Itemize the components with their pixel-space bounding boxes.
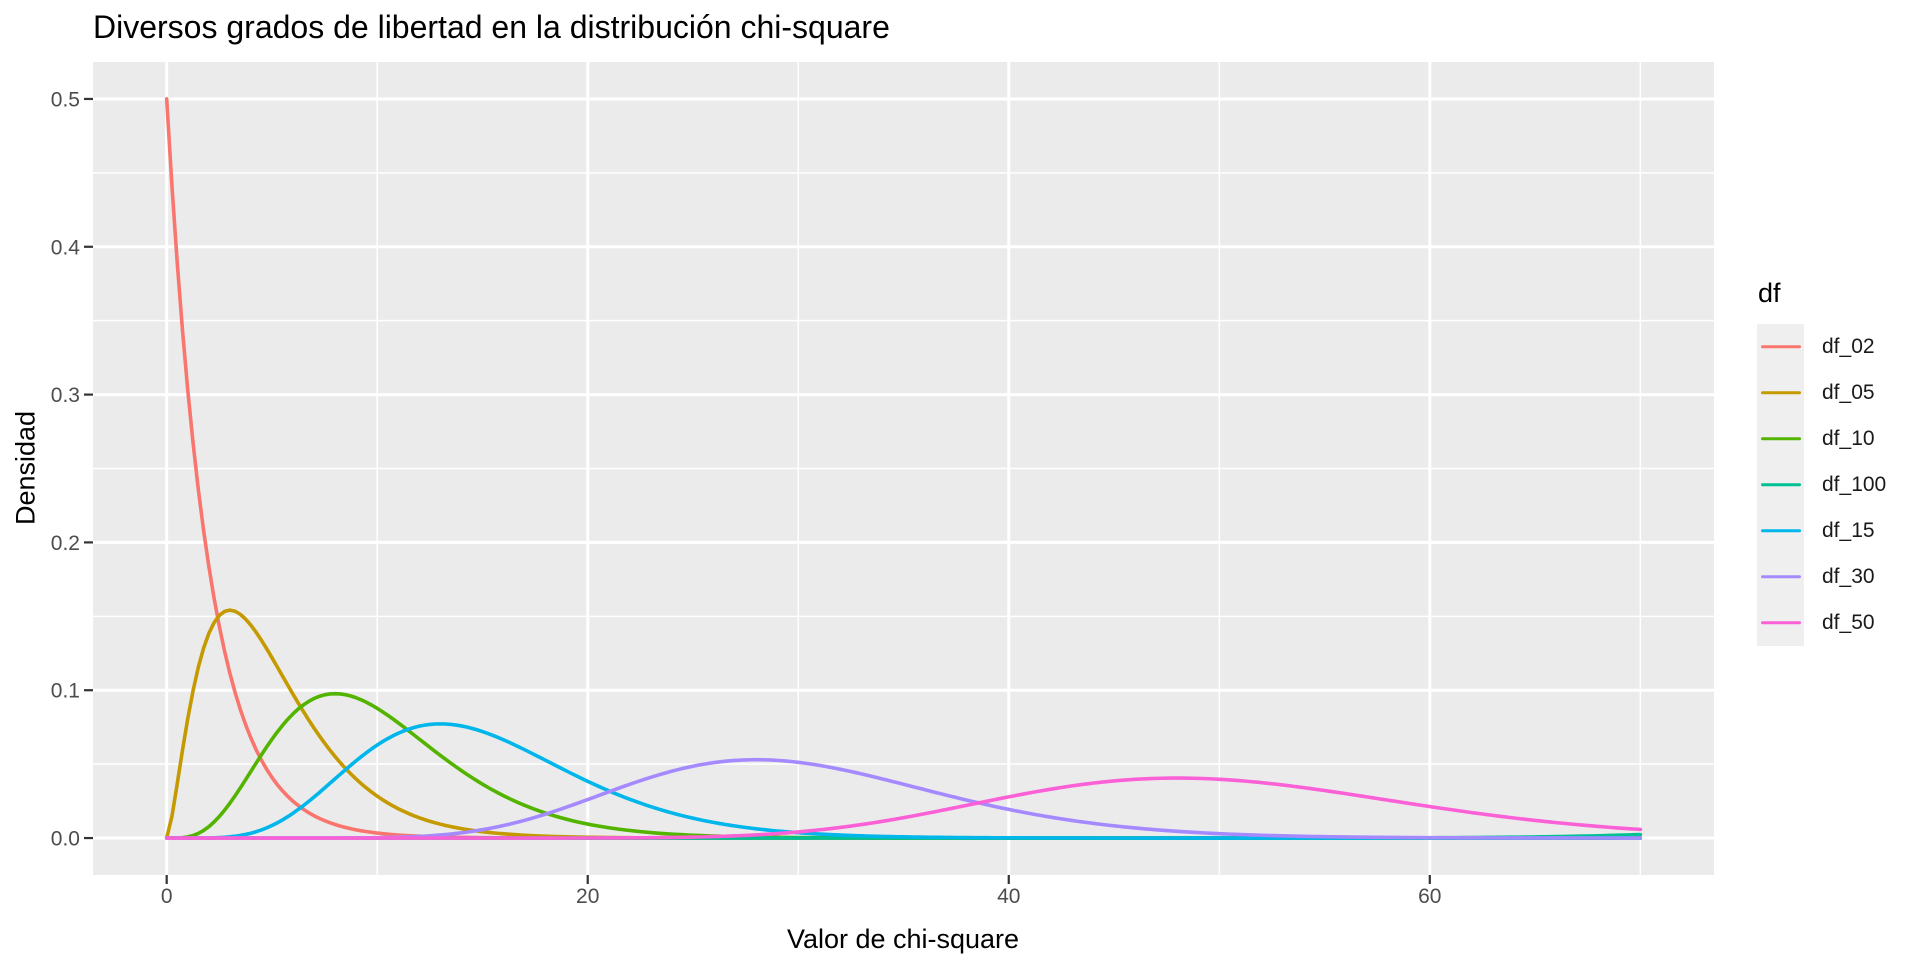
legend-title: df	[1758, 278, 1781, 308]
y-tick-label: 0.5	[51, 88, 80, 111]
y-axis-tick-labels: 0.0 0.1 0.2 0.3 0.4 0.5	[51, 88, 81, 850]
legend-key-line	[1760, 574, 1801, 579]
legend-item-label: df_15	[1822, 518, 1875, 542]
y-tick-label: 0.3	[51, 384, 80, 407]
legend-item-df_05: df_05	[1757, 369, 1886, 416]
gridlines-major	[93, 62, 1714, 875]
legend-key-line	[1760, 482, 1801, 487]
x-tick-label: 20	[576, 885, 599, 908]
legend-key	[1757, 415, 1804, 462]
chart-title: Diversos grados de libertad en la distri…	[93, 9, 890, 45]
series-lines	[164, 97, 1643, 840]
legend-items: df_02 df_05 df_10 df_100 df_15 df_30 df_50	[1757, 323, 1887, 646]
legend-key-line	[1760, 344, 1801, 349]
legend-key	[1757, 507, 1804, 554]
gridlines-minor	[93, 62, 1714, 875]
legend-item-df_100: df_100	[1757, 461, 1887, 508]
legend-item-label: df_50	[1822, 610, 1875, 634]
legend-item-df_10: df_10	[1757, 415, 1886, 462]
y-tick-label: 0.0	[51, 828, 80, 851]
x-axis-tick-labels: 0 20 40 60	[161, 885, 1442, 908]
y-axis-title: Densidad	[10, 410, 41, 526]
legend-item-df_50: df_50	[1757, 599, 1886, 646]
legend-key-line	[1760, 620, 1801, 625]
legend-item-label: df_10	[1822, 426, 1875, 450]
legend-key	[1757, 599, 1804, 646]
legend-item-label: df_100	[1822, 472, 1887, 496]
x-tick-label: 60	[1418, 885, 1441, 908]
axis-tick-marks	[84, 97, 1431, 884]
legend-key-line	[1760, 390, 1801, 395]
y-tick-label: 0.1	[51, 680, 80, 703]
legend-key	[1757, 553, 1804, 600]
legend-key-line	[1760, 436, 1801, 441]
series-line-df_50	[164, 776, 1643, 840]
y-tick-label: 0.2	[51, 532, 80, 555]
legend-item-df_30: df_30	[1757, 553, 1886, 600]
legend: df df_02 df_05 df_10 df_100 df_15 df_30 df_50	[1757, 278, 1887, 646]
legend-item-df_02: df_02	[1757, 323, 1886, 370]
legend-key	[1757, 461, 1804, 508]
x-axis-title: Valor de chi-square	[786, 924, 1020, 954]
x-tick-label: 40	[997, 885, 1020, 908]
legend-key	[1757, 369, 1804, 416]
x-tick-label: 0	[161, 885, 173, 908]
legend-key-line	[1760, 528, 1801, 533]
legend-item-label: df_30	[1822, 564, 1875, 588]
legend-key	[1757, 323, 1804, 370]
legend-item-df_15: df_15	[1757, 507, 1886, 554]
y-tick-label: 0.4	[51, 236, 81, 259]
legend-item-label: df_05	[1822, 380, 1875, 404]
legend-item-label: df_02	[1822, 334, 1875, 358]
